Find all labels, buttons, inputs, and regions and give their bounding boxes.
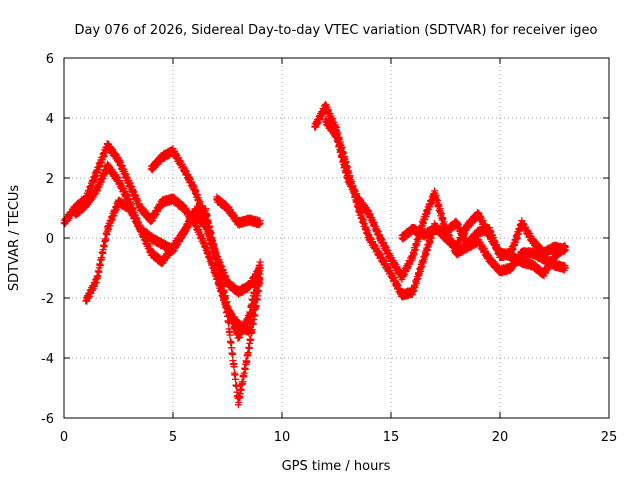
series-track-7	[322, 115, 569, 283]
y-tick-label: -2	[41, 292, 54, 307]
axis-ticks: 0 5 10 15 20 25 -6 -4 -2 0 2 4 6	[41, 52, 617, 445]
y-tick-label: 6	[46, 52, 54, 67]
y-tick-label: 4	[46, 112, 54, 127]
x-tick-label: 25	[601, 430, 618, 445]
chart-title: Day 076 of 2026, Sidereal Day-to-day VTE…	[75, 23, 598, 38]
series-track-8	[398, 217, 569, 261]
y-tick-label: 0	[46, 232, 54, 247]
series-track-4	[147, 145, 264, 342]
y-tick-label: 2	[46, 172, 54, 187]
x-tick-label: 15	[383, 430, 400, 445]
x-tick-label: 20	[492, 430, 509, 445]
x-tick-label: 0	[60, 430, 68, 445]
x-tick-label: 10	[274, 430, 291, 445]
y-tick-label: -6	[41, 412, 54, 427]
data-point-markers	[213, 193, 264, 229]
data-point-markers	[147, 145, 264, 342]
data-point-markers	[60, 140, 264, 337]
data-point-markers	[322, 115, 569, 283]
data-marks	[60, 100, 569, 409]
x-axis-label: GPS time / hours	[282, 459, 391, 474]
series-track-5	[213, 193, 264, 229]
y-axis-label: SDTVAR / TECUs	[7, 185, 22, 292]
series-track-1	[60, 140, 264, 337]
x-tick-label: 5	[169, 430, 177, 445]
data-point-markers	[398, 217, 569, 261]
y-tick-label: -4	[41, 352, 54, 367]
grid-lines	[64, 58, 609, 418]
